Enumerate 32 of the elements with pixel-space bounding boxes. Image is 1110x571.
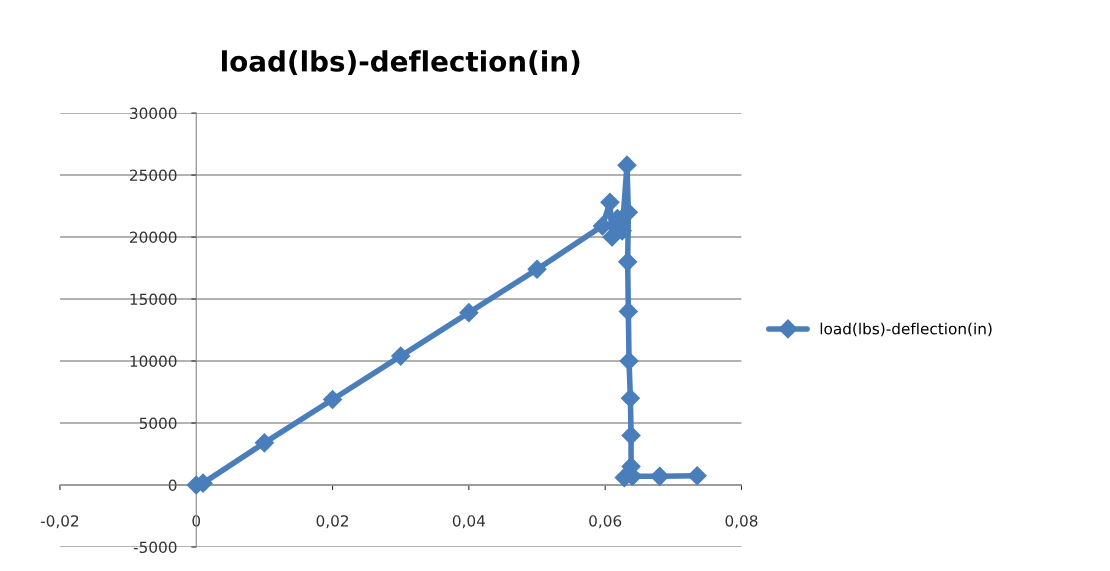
y-tick-label: 15000 [130, 293, 177, 306]
x-tick-label: 0,06 [589, 515, 622, 529]
point [619, 351, 639, 371]
point [527, 259, 547, 279]
point [323, 389, 343, 410]
point [254, 433, 274, 453]
x-tick-label: 0,08 [725, 515, 758, 529]
point [618, 252, 638, 272]
point [618, 301, 638, 321]
point [459, 303, 479, 323]
x-tick-label: 0,02 [316, 515, 349, 529]
y-tick-label: -5000 [133, 541, 177, 554]
x-tick-label: 0 [192, 515, 201, 527]
point [600, 192, 620, 212]
point [687, 466, 707, 486]
point [617, 155, 637, 175]
y-tick-label: 25000 [130, 169, 177, 182]
point [650, 466, 670, 486]
chart-title: load(lbs)-deflection(in) [222, 50, 580, 76]
point [620, 388, 640, 408]
point [621, 425, 641, 445]
y-tick-label: 20000 [130, 231, 177, 244]
y-tick-label: 5000 [139, 417, 177, 430]
x-tick-label: -0,02 [40, 515, 79, 529]
y-tick-label: 30000 [130, 107, 177, 120]
point [618, 202, 638, 222]
y-tick-label: 10000 [130, 355, 177, 368]
y-tick-label: 0 [168, 479, 177, 492]
legend-label: load(lbs)-deflection(in) [820, 322, 992, 337]
point [391, 346, 411, 366]
x-tick-label: 0,04 [452, 515, 486, 529]
point [592, 216, 612, 236]
